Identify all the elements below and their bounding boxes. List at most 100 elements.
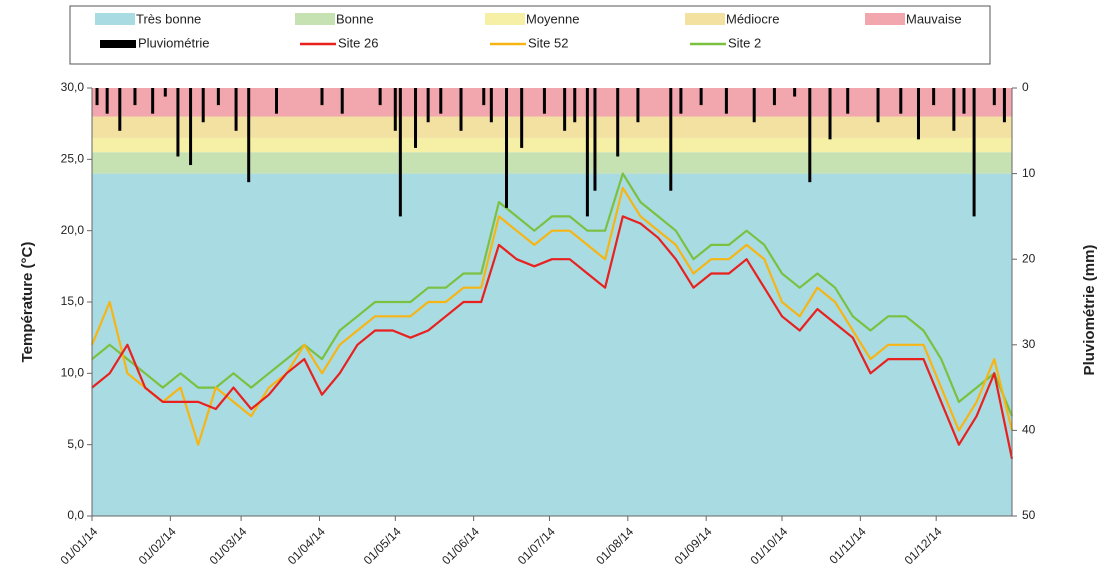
rain-bar bbox=[828, 88, 832, 140]
rain-bar bbox=[846, 88, 850, 114]
x-tick-label: 01/04/14 bbox=[285, 524, 328, 567]
y2-tick-label: 20 bbox=[1022, 251, 1036, 265]
y-tick-label: 30,0 bbox=[61, 80, 85, 94]
temperature-line bbox=[91, 215, 1014, 460]
y-tick-label: 5,0 bbox=[67, 437, 84, 451]
rain-bar bbox=[505, 88, 509, 208]
quality-band bbox=[92, 173, 1012, 516]
rain-bar bbox=[593, 88, 597, 191]
rain-bar bbox=[520, 88, 524, 148]
rain-bar bbox=[118, 88, 122, 131]
rain-bar bbox=[772, 88, 776, 106]
rain-bar bbox=[724, 88, 728, 114]
rain-bar bbox=[378, 88, 382, 106]
x-tick-label: 01/01/14 bbox=[57, 524, 100, 567]
legend-label: Site 2 bbox=[728, 35, 761, 50]
rain-bar bbox=[189, 88, 193, 166]
rain-bar bbox=[699, 88, 703, 106]
y-tick-label: 0,0 bbox=[67, 508, 84, 522]
legend-label: Site 52 bbox=[528, 35, 568, 50]
legend-label: Très bonne bbox=[136, 11, 201, 26]
rain-bar bbox=[573, 88, 577, 123]
legend-swatch bbox=[865, 13, 905, 25]
rain-bar bbox=[1002, 88, 1006, 123]
y2-tick-label: 40 bbox=[1022, 423, 1036, 437]
rain-bar bbox=[916, 88, 920, 140]
rain-bar bbox=[95, 88, 99, 106]
x-tick-label: 01/11/14 bbox=[826, 524, 869, 567]
rain-bar bbox=[340, 88, 344, 114]
rain-bar bbox=[679, 88, 683, 114]
rain-bar bbox=[201, 88, 205, 123]
x-tick-label: 01/07/14 bbox=[515, 524, 558, 567]
x-tick-label: 01/12/14 bbox=[902, 524, 945, 567]
rain-bar bbox=[962, 88, 966, 114]
x-tick-label: 01/02/14 bbox=[136, 524, 179, 567]
rain-bar bbox=[151, 88, 155, 114]
rain-bar bbox=[163, 88, 167, 97]
legend-label: Pluviométrie bbox=[138, 35, 210, 50]
rain-bar bbox=[275, 88, 279, 114]
y-tick-label: 10,0 bbox=[61, 366, 85, 380]
rain-bar bbox=[459, 88, 463, 131]
rain-bar bbox=[952, 88, 956, 131]
rain-bar bbox=[105, 88, 109, 114]
rain-bar bbox=[176, 88, 180, 157]
y2-tick-label: 30 bbox=[1022, 337, 1036, 351]
rain-bar bbox=[489, 88, 493, 123]
quality-band bbox=[92, 137, 1012, 153]
legend-label: Moyenne bbox=[526, 11, 579, 26]
rain-bar bbox=[414, 88, 418, 148]
y-tick-label: 20,0 bbox=[61, 223, 85, 237]
legend-label: Mauvaise bbox=[906, 11, 962, 26]
rain-bar bbox=[669, 88, 673, 191]
y2-tick-label: 0 bbox=[1022, 80, 1029, 94]
rain-bar bbox=[972, 88, 976, 217]
y2-tick-label: 10 bbox=[1022, 166, 1036, 180]
rain-bar bbox=[426, 88, 430, 123]
legend-box bbox=[69, 5, 991, 65]
legend-swatch bbox=[685, 13, 725, 25]
rain-bar bbox=[932, 88, 936, 106]
rain-bar bbox=[234, 88, 238, 131]
x-tick-label: 01/03/14 bbox=[207, 524, 250, 567]
y2-axis-title: Pluviométrie (mm) bbox=[1081, 245, 1098, 376]
temperature-line bbox=[91, 172, 1014, 417]
x-tick-label: 01/10/14 bbox=[747, 524, 790, 567]
x-tick-label: 01/05/14 bbox=[361, 524, 404, 567]
rain-bar bbox=[439, 88, 443, 114]
rain-bar bbox=[752, 88, 756, 123]
rain-bar bbox=[133, 88, 137, 106]
rain-bar bbox=[616, 88, 620, 157]
x-tick-label: 01/06/14 bbox=[439, 524, 482, 567]
rain-bar bbox=[585, 88, 589, 217]
temperature-line bbox=[90, 186, 1014, 446]
y-axis-title: Température (°C) bbox=[19, 242, 36, 363]
legend-swatch bbox=[95, 13, 135, 25]
rain-bar bbox=[808, 88, 812, 183]
rain-bar bbox=[992, 88, 996, 106]
quality-band bbox=[92, 88, 1012, 117]
quality-band bbox=[92, 116, 1012, 138]
y2-tick-label: 50 bbox=[1022, 508, 1036, 522]
legend-label: Bonne bbox=[336, 11, 374, 26]
rain-bar bbox=[247, 88, 251, 183]
rain-bar bbox=[216, 88, 220, 106]
legend-label: Site 26 bbox=[338, 35, 378, 50]
rain-bar bbox=[899, 88, 903, 114]
legend-label: Médiocre bbox=[726, 11, 779, 26]
rain-bar bbox=[482, 88, 486, 106]
rain-bar bbox=[876, 88, 880, 123]
rain-bar bbox=[320, 88, 324, 106]
legend-swatch bbox=[295, 13, 335, 25]
quality-band bbox=[92, 152, 1012, 174]
y-tick-label: 25,0 bbox=[61, 152, 85, 166]
y-tick-label: 15,0 bbox=[61, 294, 85, 308]
rain-bar bbox=[636, 88, 640, 123]
rain-bar bbox=[563, 88, 567, 131]
rain-bar bbox=[793, 88, 797, 97]
legend-swatch bbox=[100, 40, 136, 48]
rain-bar bbox=[398, 88, 402, 217]
x-tick-label: 01/08/14 bbox=[593, 524, 636, 567]
